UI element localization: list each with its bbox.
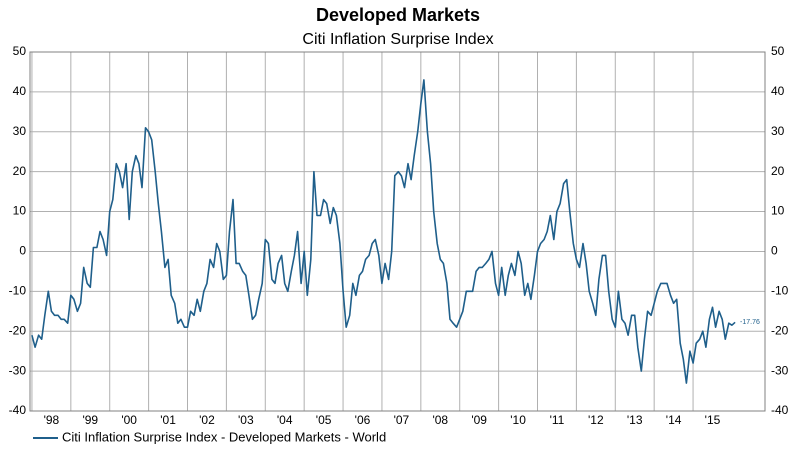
x-tick-label: '07 bbox=[394, 413, 410, 427]
x-tick-label: '04 bbox=[277, 413, 293, 427]
y-tick-label: 30 bbox=[13, 124, 27, 138]
x-tick-label: '03 bbox=[238, 413, 254, 427]
chart-title: Developed Markets bbox=[316, 5, 480, 25]
y2-tick-label: 10 bbox=[771, 204, 785, 218]
y2-tick-label: -10 bbox=[771, 284, 789, 298]
y-tick-label: -30 bbox=[9, 363, 27, 377]
legend-label: Citi Inflation Surprise Index - Develope… bbox=[62, 429, 386, 444]
plot-area: -40 -40 -30 -30 -20 -20 -10 -10 0 0 10 10 20 20 30 30 40… bbox=[9, 44, 789, 427]
x-tick-label: '12 bbox=[588, 413, 604, 427]
y2-tick-label: -40 bbox=[771, 403, 789, 417]
x-tick-label: '05 bbox=[316, 413, 332, 427]
x-tick-label: '09 bbox=[471, 413, 487, 427]
plot-border bbox=[29, 51, 766, 412]
y-tick-label: 10 bbox=[13, 204, 27, 218]
y2-tick-label: 20 bbox=[771, 164, 785, 178]
y-tick-label: 0 bbox=[19, 244, 26, 258]
x-tick-label: '11 bbox=[550, 413, 565, 427]
chart-subtitle: Citi Inflation Surprise Index bbox=[302, 31, 493, 48]
y-tick-label: -10 bbox=[9, 284, 27, 298]
y-tick-label: 40 bbox=[13, 84, 27, 98]
x-tick-label: '01 bbox=[160, 413, 176, 427]
x-tick-label: '99 bbox=[82, 413, 98, 427]
y-tick-label: 50 bbox=[13, 44, 27, 58]
y-tick-label: -40 bbox=[9, 403, 27, 417]
y2-tick-label: 40 bbox=[771, 84, 785, 98]
x-tick-label: '14 bbox=[666, 413, 682, 427]
x-tick-label: '02 bbox=[199, 413, 215, 427]
y2-tick-label: 0 bbox=[771, 244, 778, 258]
x-tick-label: '10 bbox=[510, 413, 526, 427]
x-tick-label: '00 bbox=[121, 413, 137, 427]
x-tick-label: '98 bbox=[44, 413, 60, 427]
x-tick-label: '13 bbox=[627, 413, 643, 427]
y2-tick-label: 50 bbox=[771, 44, 785, 58]
y-tick-label: 20 bbox=[13, 164, 27, 178]
y2-tick-label: 30 bbox=[771, 124, 785, 138]
x-tick-label: '08 bbox=[432, 413, 448, 427]
y-tick-label: -20 bbox=[9, 323, 27, 337]
end-value-label: -17.76 bbox=[740, 319, 760, 326]
series-line bbox=[31, 79, 736, 384]
y2-tick-label: -20 bbox=[771, 323, 789, 337]
x-tick-label: '06 bbox=[355, 413, 371, 427]
y2-tick-label: -30 bbox=[771, 363, 789, 377]
x-tick-label: '15 bbox=[705, 413, 721, 427]
